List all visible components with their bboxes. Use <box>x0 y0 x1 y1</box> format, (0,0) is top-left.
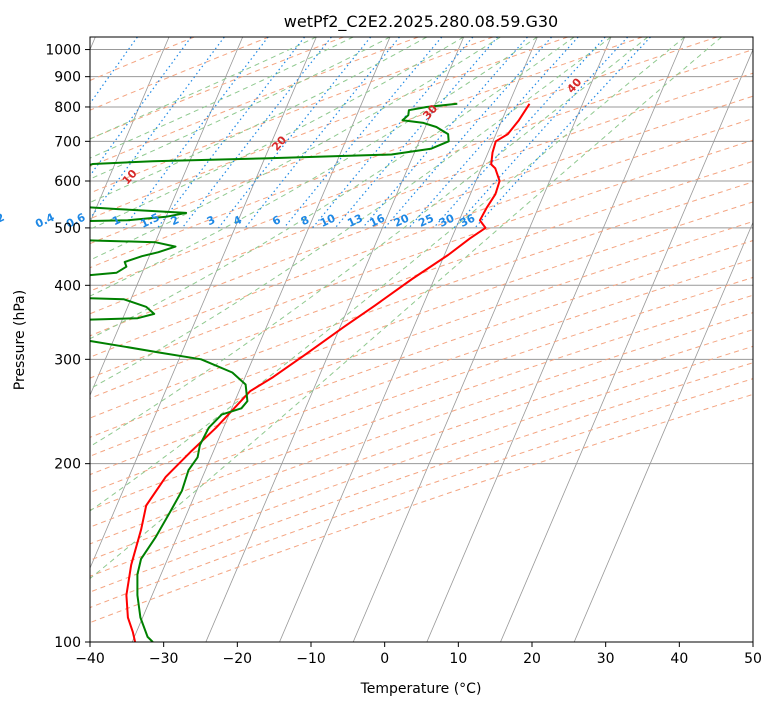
mixing-ratio-label: 0.4 <box>33 211 56 231</box>
moist-adiabat-line <box>90 37 464 230</box>
dry-adiabat-line <box>90 201 753 438</box>
y-tick-label: 800 <box>54 100 81 116</box>
moist-adiabat-line <box>90 37 612 390</box>
mixing-ratio-line <box>433 37 606 229</box>
x-tick-label: −20 <box>223 651 253 667</box>
y-tick-label: 300 <box>54 352 81 368</box>
moist-adiabat-line <box>90 37 354 159</box>
y-tick-label: 1000 <box>45 43 81 59</box>
dry-adiabat-line <box>90 378 753 609</box>
moist-adiabat-line <box>90 37 428 204</box>
background-lines <box>0 37 753 642</box>
isotherm-line <box>573 221 753 642</box>
moist-adiabat-line <box>90 37 391 180</box>
temperature-line <box>125 103 531 642</box>
dry-adiabat-line <box>90 240 753 476</box>
moist-adiabat-line <box>90 37 538 297</box>
x-tick-label: 20 <box>523 651 541 667</box>
dry-adiabat-line <box>90 37 643 245</box>
isotherm-line <box>90 37 170 224</box>
dry-adiabat-line <box>90 329 753 561</box>
x-tick-label: 30 <box>597 651 615 667</box>
mixing-ratio-label: 13 <box>345 212 364 230</box>
isotherm-line <box>90 37 317 570</box>
mixing-ratio-label: 16 <box>368 211 388 229</box>
moist-adiabat-line <box>90 37 575 340</box>
data-series <box>90 102 531 642</box>
dry-adiabat-line <box>90 37 270 111</box>
mixing-ratio-line <box>384 37 553 229</box>
mixing-ratio-line <box>334 37 499 229</box>
x-tick-label: −30 <box>149 651 179 667</box>
mixing-ratio-label: 30 <box>437 211 457 229</box>
isotherm-line <box>205 37 465 642</box>
isotherm-line <box>131 37 391 642</box>
plot-background <box>90 37 753 642</box>
isotherm-line <box>90 37 244 397</box>
x-axis-label: Temperature (°C) <box>360 681 482 697</box>
mixing-ratio-line <box>123 37 269 229</box>
y-tick-label: 600 <box>54 174 81 190</box>
dry-adiabat-line <box>90 95 753 337</box>
isotherm-line <box>352 37 612 642</box>
dry-adiabat-line <box>90 294 753 528</box>
x-tick-label: 50 <box>744 651 762 667</box>
y-tick-label: 100 <box>54 635 81 651</box>
y-tick-label: 400 <box>54 278 81 294</box>
moist-adiabat-line <box>90 37 649 448</box>
dry-adiabat-line <box>90 37 195 81</box>
mixing-ratio-line <box>474 37 651 229</box>
x-tick-label: 0 <box>380 651 389 667</box>
dry-adiabat-line <box>90 181 753 419</box>
dry-adiabat-line <box>90 345 753 577</box>
mixing-ratio-line <box>157 37 306 229</box>
mixing-ratio-label: 10 <box>318 211 338 229</box>
dry-adiabat-line <box>90 72 753 315</box>
mixing-ratio-label: 0.2 <box>0 211 6 231</box>
x-tick-label: −10 <box>296 651 326 667</box>
mixing-ratio-line <box>181 37 332 229</box>
chart-title: wetPf2_C2E2.2025.280.08.59.G30 <box>284 12 558 32</box>
axis-ticks: −40 −30 −20 −10 0 10 20 30 40 50 100 200 300 400 500 60… <box>45 43 762 667</box>
y-tick-label: 200 <box>54 457 81 473</box>
x-tick-label: 10 <box>449 651 467 667</box>
isotherm-line <box>500 48 753 642</box>
mixing-ratio-label: 36 <box>458 211 478 229</box>
mixing-ratio-line <box>362 37 528 229</box>
dry-adiabat-line <box>90 37 494 194</box>
mixing-ratio-line <box>408 37 579 229</box>
plot-frame <box>89 36 754 643</box>
y-axis-label: Pressure (hPa) <box>12 290 28 390</box>
y-tick-label: 700 <box>54 134 81 150</box>
isotherm-line <box>426 37 686 642</box>
y-tick-label: 900 <box>54 70 81 86</box>
mixing-ratio-line <box>0 37 87 228</box>
dry-adiabat-line <box>90 117 753 358</box>
moist-adiabat-line <box>90 37 722 580</box>
isotherm-line <box>279 37 538 642</box>
mixing-ratio-label: 25 <box>416 212 435 230</box>
x-tick-label: 40 <box>670 651 688 667</box>
dry-adiabat-line <box>90 37 718 269</box>
moist-adiabat-line <box>90 37 317 140</box>
mixing-ratio-line <box>244 37 400 229</box>
mixing-ratio-label: 20 <box>392 211 412 229</box>
x-tick-label: −40 <box>75 651 105 667</box>
dewpoint-line <box>90 102 458 642</box>
mixing-ratio-line <box>453 37 629 229</box>
dry-adiabat-line <box>90 393 753 624</box>
y-tick-label: 500 <box>54 221 81 237</box>
mixing-ratio-line <box>218 37 372 229</box>
